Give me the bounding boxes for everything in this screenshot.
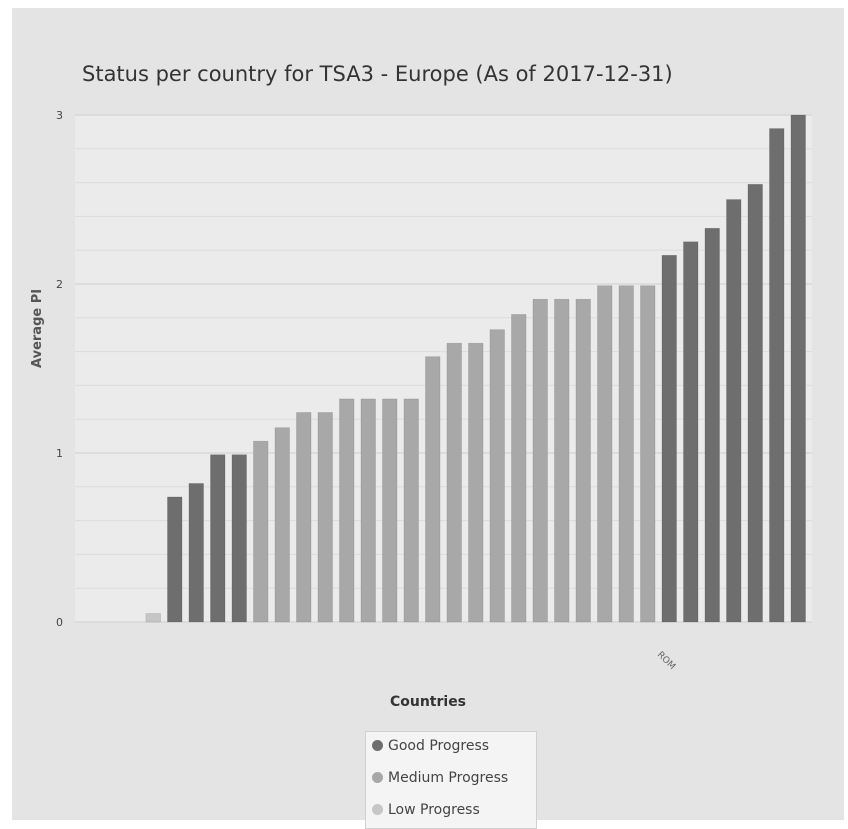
bar[interactable] [339, 398, 355, 623]
bar[interactable] [661, 254, 677, 623]
bar[interactable] [640, 285, 656, 623]
bar[interactable] [532, 298, 548, 623]
bar[interactable] [726, 199, 742, 623]
legend-label-medium: Medium Progress [388, 770, 509, 786]
bar[interactable] [446, 342, 462, 623]
y-tick-label: 3 [56, 109, 63, 122]
bar[interactable] [253, 440, 269, 623]
bar[interactable] [618, 285, 634, 623]
grid-lines [75, 114, 812, 623]
bar[interactable] [403, 398, 419, 623]
bar[interactable] [317, 412, 333, 623]
low-progress-swatch-icon [372, 804, 383, 815]
bar[interactable] [145, 613, 161, 623]
medium-progress-swatch-icon [372, 772, 383, 783]
legend-item-medium[interactable]: Medium Progress [372, 770, 508, 786]
bar[interactable] [274, 427, 290, 623]
legend-label-good: Good Progress [388, 738, 490, 754]
bar-chart: 0 1 2 3 [56, 109, 812, 629]
chart-panel: 0 1 2 3 Status per country for TSA3 - Europ… [12, 8, 844, 829]
bar[interactable] [489, 329, 505, 623]
legend-label-low: Low Progress [388, 802, 480, 818]
bar[interactable] [790, 114, 806, 623]
bars [145, 114, 806, 623]
y-tick-label: 2 [56, 278, 63, 291]
bar[interactable] [704, 227, 720, 623]
plot-area [75, 115, 812, 622]
legend-item-low[interactable]: Low Progress [372, 802, 480, 818]
bar[interactable] [747, 183, 763, 623]
bar[interactable] [683, 241, 699, 623]
bar[interactable] [360, 398, 376, 623]
y-tick-label: 1 [56, 447, 63, 460]
y-tick-label: 0 [56, 616, 63, 629]
bar[interactable] [382, 398, 398, 623]
bar[interactable] [554, 298, 570, 623]
good-progress-swatch-icon [372, 740, 383, 751]
y-tick-labels: 0 1 2 3 [56, 109, 63, 629]
bar[interactable] [769, 128, 785, 623]
bar[interactable] [468, 342, 484, 623]
bar[interactable] [425, 356, 441, 623]
x-axis-label: Countries [389, 694, 467, 710]
y-axis-label: Average PI [30, 288, 45, 368]
bar[interactable] [188, 483, 204, 623]
bar[interactable] [511, 314, 527, 623]
chart-title: Status per country for TSA3 - Europe (As… [82, 62, 673, 86]
legend-item-good[interactable]: Good Progress [372, 738, 489, 754]
bar[interactable] [210, 454, 226, 623]
bar[interactable] [296, 412, 312, 623]
bar[interactable] [231, 454, 247, 623]
legend: Good Progress Medium Progress Low Progre… [365, 731, 537, 829]
bar[interactable] [597, 285, 613, 623]
bar[interactable] [575, 298, 591, 623]
bar[interactable] [167, 496, 183, 623]
